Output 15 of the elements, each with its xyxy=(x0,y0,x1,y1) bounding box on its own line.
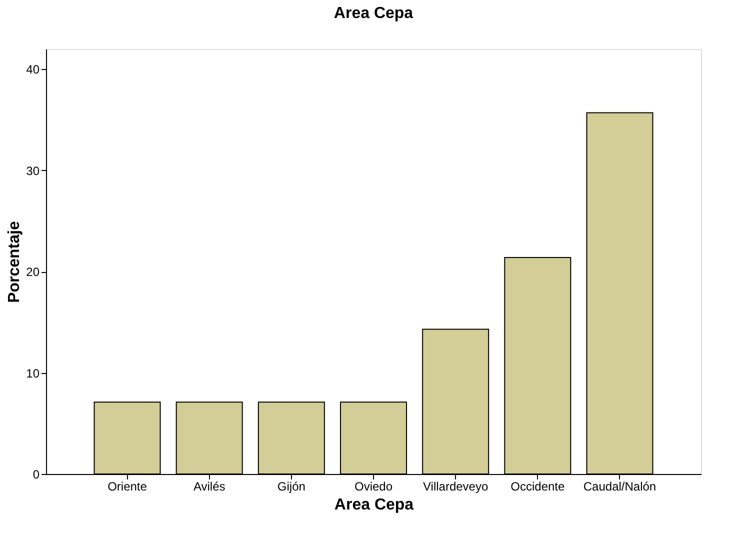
x-tick-label: Avilés xyxy=(193,480,226,494)
y-axis-title: Porcentaje xyxy=(6,220,24,303)
y-tick-label: 30 xyxy=(26,164,40,178)
x-axis-title: Area Cepa xyxy=(334,496,414,514)
x-tick-label: Oviedo xyxy=(354,480,393,494)
x-tick-label: Caudal/Nalón xyxy=(583,480,656,494)
y-tick-label: 20 xyxy=(26,265,40,280)
x-tick-label: Gijón xyxy=(277,480,306,494)
x-tick-label: Oriente xyxy=(108,480,148,494)
y-tick-label: 10 xyxy=(26,366,40,380)
chart-title: Area Cepa xyxy=(334,5,414,22)
x-tick-label: Villardeveyo xyxy=(423,480,488,494)
y-tick-label: 40 xyxy=(26,62,40,77)
y-tick-label: 0 xyxy=(32,468,40,482)
x-tick-label: Occidente xyxy=(510,480,565,494)
